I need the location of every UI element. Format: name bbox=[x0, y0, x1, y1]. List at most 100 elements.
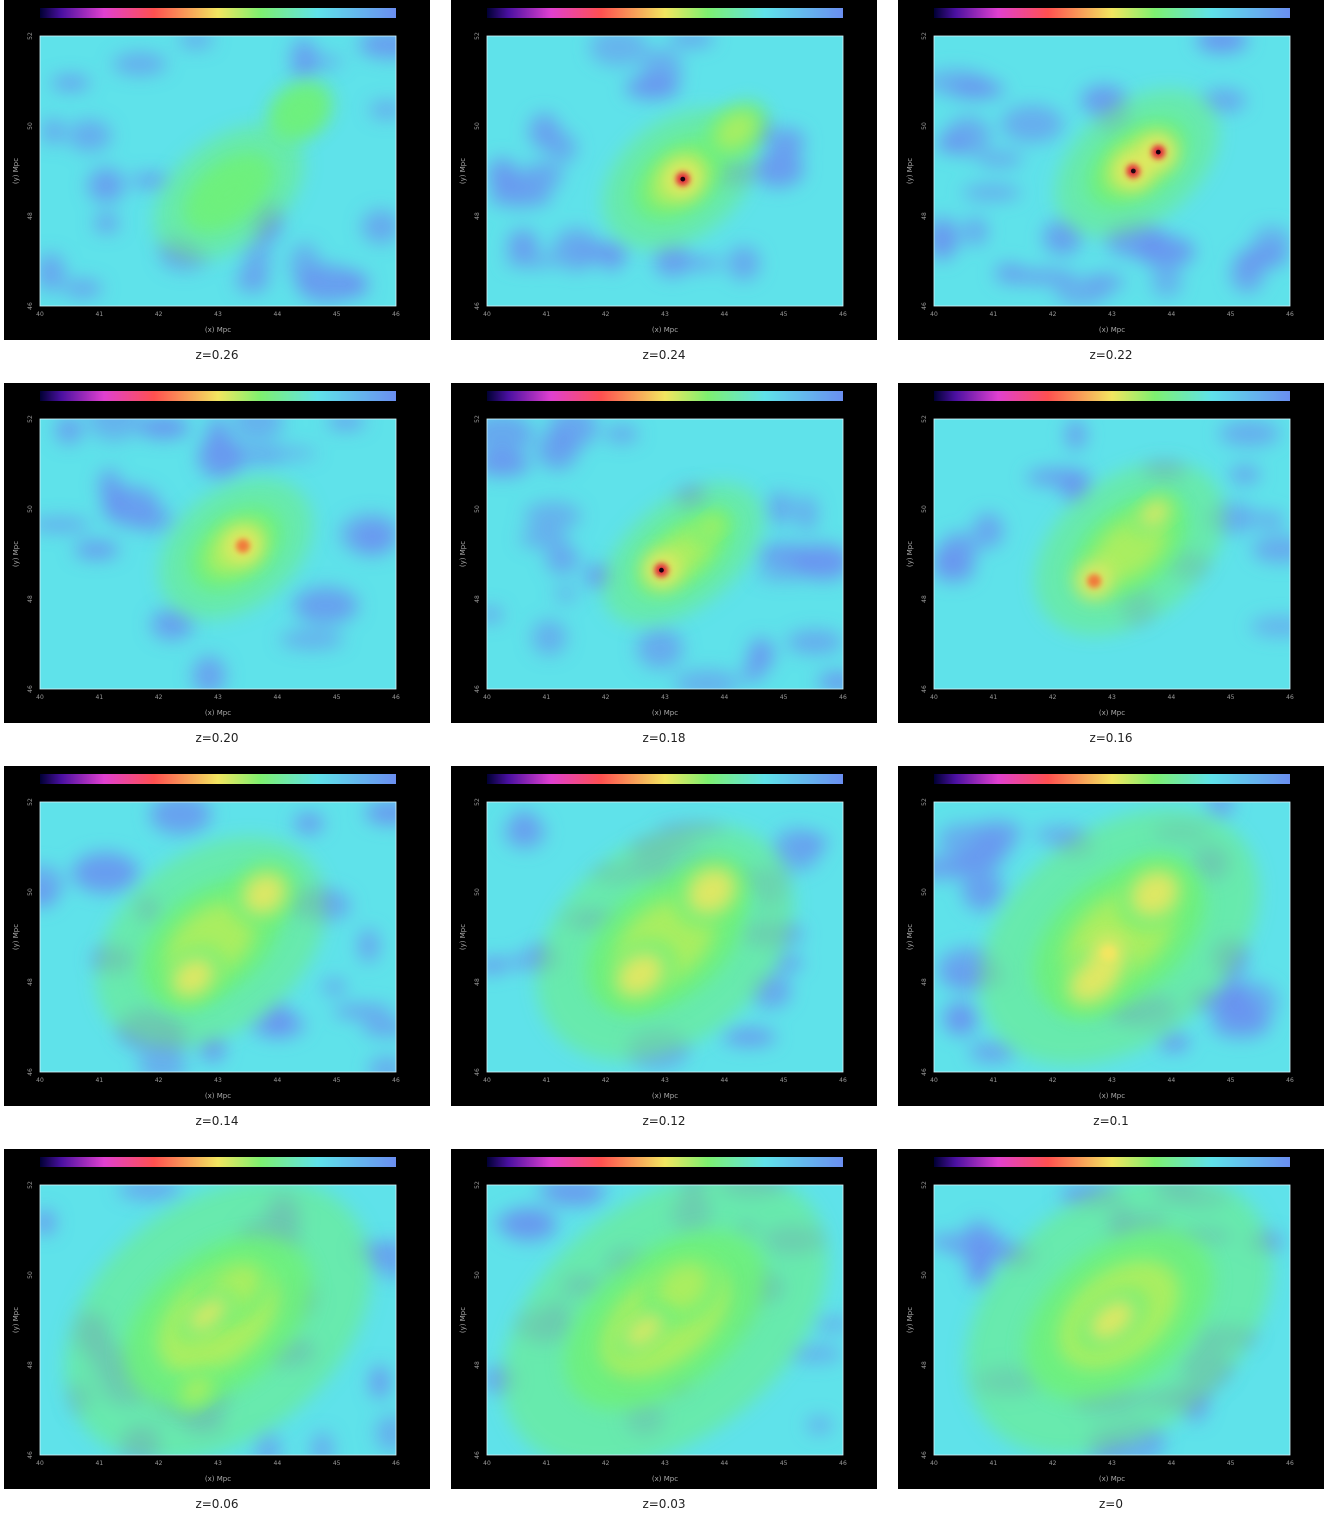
y-tick-label: 50 bbox=[921, 505, 928, 513]
x-tick-label: 40 bbox=[36, 694, 44, 701]
y-tick-label: 50 bbox=[27, 122, 34, 130]
x-tick-label: 44 bbox=[274, 1460, 282, 1467]
void-region bbox=[369, 101, 396, 119]
void-region bbox=[1008, 270, 1076, 284]
x-tick-label: 41 bbox=[990, 1460, 998, 1467]
y-tick-label: 46 bbox=[474, 302, 481, 310]
colorbar bbox=[934, 1157, 1290, 1167]
panel-frame: 40 41 42 43 44 45 46 52 50 48 46 (x) Mpc (y) Mpc bbox=[451, 1149, 877, 1489]
y-tick-label: 48 bbox=[474, 212, 481, 220]
x-tick-label: 40 bbox=[930, 311, 938, 318]
x-tick-label: 43 bbox=[214, 1077, 222, 1084]
x-tick-label: 45 bbox=[333, 1077, 341, 1084]
colorbar bbox=[487, 391, 843, 401]
x-tick-label: 45 bbox=[780, 1460, 788, 1467]
y-tick-label: 46 bbox=[474, 1451, 481, 1459]
y-tick-label: 52 bbox=[921, 415, 928, 423]
void-region bbox=[1252, 226, 1290, 260]
density-field bbox=[40, 802, 396, 1072]
halo-peak bbox=[1101, 946, 1116, 961]
void-region bbox=[521, 162, 563, 190]
void-region bbox=[949, 1228, 1008, 1262]
y-tick-label: 50 bbox=[921, 1271, 928, 1279]
void-region bbox=[503, 253, 560, 268]
density-panel: 40 41 42 43 44 45 46 52 50 48 46 (x) Mpc (y) Mpc z=0.… bbox=[447, 1149, 877, 1525]
void-region bbox=[531, 619, 567, 656]
panel-frame: 40 41 42 43 44 45 46 52 50 48 46 (x) Mpc (y) Mpc bbox=[898, 1149, 1324, 1489]
colorbar bbox=[934, 391, 1290, 401]
x-tick-label: 43 bbox=[1108, 694, 1116, 701]
y-tick-label: 52 bbox=[27, 415, 34, 423]
colorbar bbox=[934, 774, 1290, 784]
void-region bbox=[178, 36, 214, 49]
void-region bbox=[51, 76, 91, 90]
halo-region bbox=[181, 1376, 212, 1404]
x-tick-label: 46 bbox=[392, 311, 400, 318]
density-map: 40 41 42 43 44 45 46 52 50 48 46 (x) Mpc (y) Mpc bbox=[12, 391, 400, 717]
density-map: 40 41 42 43 44 45 46 52 50 48 46 (x) Mpc (y) Mpc bbox=[459, 1157, 847, 1483]
void-region bbox=[55, 419, 83, 444]
void-region bbox=[680, 256, 722, 271]
void-region bbox=[1196, 36, 1249, 53]
y-axis-label: (y) Mpc bbox=[12, 1307, 20, 1333]
void-region bbox=[727, 246, 761, 281]
x-tick-label: 45 bbox=[333, 311, 341, 318]
x-tick-label: 45 bbox=[333, 1460, 341, 1467]
void-region bbox=[94, 213, 119, 233]
void-region bbox=[1250, 616, 1290, 637]
y-tick-label: 48 bbox=[27, 978, 34, 986]
x-tick-label: 40 bbox=[483, 1077, 491, 1084]
void-region bbox=[961, 184, 1022, 201]
panel-frame: 40 41 42 43 44 45 46 52 50 48 46 (x) Mpc (y) Mpc bbox=[451, 0, 877, 340]
void-region bbox=[290, 38, 317, 81]
void-region bbox=[367, 1241, 396, 1279]
x-tick-label: 45 bbox=[333, 694, 341, 701]
void-region bbox=[294, 812, 324, 834]
void-region bbox=[1229, 465, 1261, 484]
x-tick-label: 45 bbox=[1227, 1077, 1235, 1084]
y-tick-label: 48 bbox=[27, 1361, 34, 1369]
panel-frame: 40 41 42 43 44 45 46 52 50 48 46 (x) Mpc (y) Mpc bbox=[451, 383, 877, 723]
x-tick-label: 44 bbox=[1168, 311, 1176, 318]
void-region bbox=[293, 587, 359, 625]
x-tick-label: 46 bbox=[1286, 1460, 1294, 1467]
y-tick-label: 52 bbox=[27, 32, 34, 40]
density-panel: 40 41 42 43 44 45 46 52 50 48 46 (x) Mpc (y) Mpc z=0.… bbox=[0, 383, 430, 759]
x-tick-label: 43 bbox=[214, 311, 222, 318]
void-region bbox=[976, 151, 1024, 167]
density-panel: 40 41 42 43 44 45 46 52 50 48 46 (x) Mpc (y) Mpc z=0.… bbox=[447, 766, 877, 1142]
x-tick-label: 45 bbox=[780, 694, 788, 701]
colorbar bbox=[40, 1157, 396, 1167]
void-region bbox=[1207, 802, 1234, 818]
y-tick-label: 46 bbox=[921, 685, 928, 693]
void-region bbox=[748, 638, 774, 671]
void-region bbox=[788, 1344, 843, 1363]
y-tick-label: 48 bbox=[921, 212, 928, 220]
void-region bbox=[71, 852, 139, 894]
void-region bbox=[364, 802, 396, 825]
y-axis-label: (y) Mpc bbox=[906, 1307, 914, 1333]
panel-caption: z=0.16 bbox=[1089, 731, 1133, 745]
y-axis-label: (y) Mpc bbox=[459, 541, 467, 567]
density-panel: 40 41 42 43 44 45 46 52 50 48 46 (x) Mpc (y) Mpc z=0.… bbox=[447, 383, 877, 759]
void-region bbox=[524, 501, 582, 530]
density-field bbox=[934, 419, 1290, 689]
void-region bbox=[1220, 977, 1242, 997]
void-region bbox=[537, 431, 578, 470]
x-tick-label: 42 bbox=[602, 1077, 610, 1084]
void-region bbox=[1158, 1033, 1190, 1052]
void-region bbox=[961, 869, 1004, 912]
x-tick-label: 41 bbox=[543, 1460, 551, 1467]
void-region bbox=[67, 119, 112, 152]
x-tick-label: 46 bbox=[1286, 1077, 1294, 1084]
y-tick-label: 48 bbox=[474, 1361, 481, 1369]
halo-region bbox=[242, 873, 286, 915]
density-map: 40 41 42 43 44 45 46 52 50 48 46 (x) Mpc (y) Mpc bbox=[906, 1157, 1294, 1483]
y-tick-label: 48 bbox=[474, 978, 481, 986]
halo-region bbox=[698, 515, 724, 539]
x-tick-label: 43 bbox=[661, 1077, 669, 1084]
void-region bbox=[1251, 535, 1290, 563]
void-region bbox=[1025, 468, 1092, 487]
x-tick-label: 41 bbox=[96, 311, 104, 318]
colorbar bbox=[934, 8, 1290, 18]
